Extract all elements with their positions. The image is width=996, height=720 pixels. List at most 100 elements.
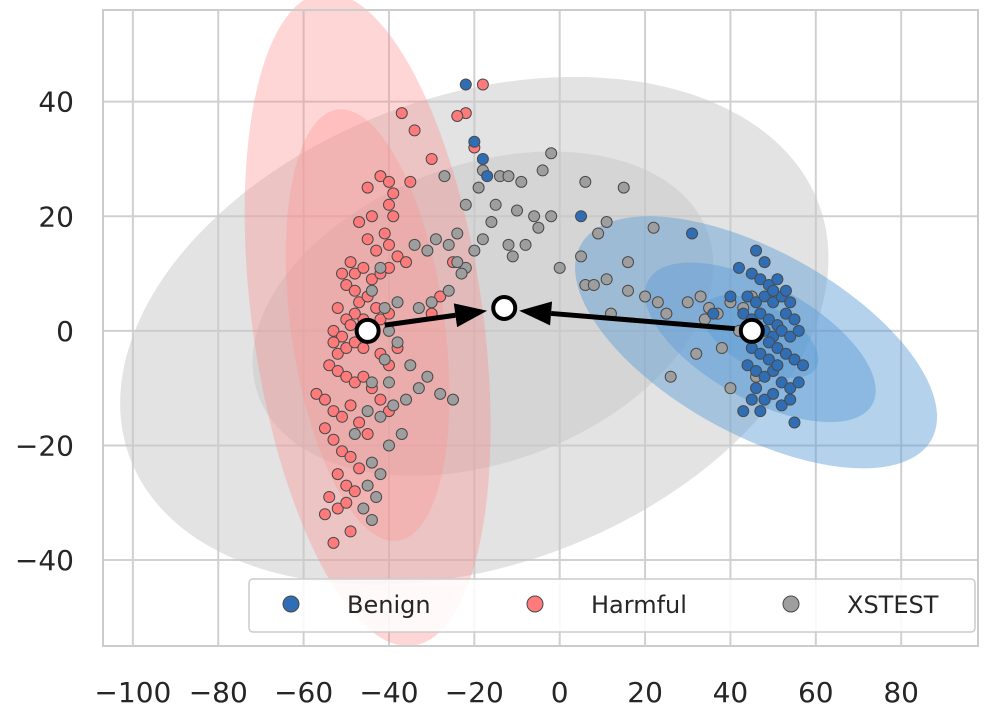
point-harmful [323,359,336,372]
point-harmful [357,261,370,274]
point-benign [750,382,763,395]
point-xstest [357,502,370,515]
point-harmful [344,256,357,269]
point-benign [762,336,775,349]
point-xstest [455,267,468,280]
point-xstest [434,387,447,400]
centroid-arrows [384,301,735,332]
scatter-points [310,78,809,549]
point-xstest [374,468,387,481]
point-harmful [331,301,344,314]
point-xstest [519,238,532,251]
point-xstest [408,238,421,251]
point-harmful [382,238,395,251]
point-harmful [374,313,387,326]
point-benign [724,290,737,303]
point-xstest [506,250,519,263]
point-xstest [622,284,634,297]
legend-marker-benign [282,595,300,613]
point-benign [788,353,801,366]
point-xstest [476,233,489,246]
point-xstest [502,170,515,183]
point-harmful [344,319,357,332]
point-benign [750,364,763,377]
point-xstest [724,382,737,395]
point-xstest [600,216,613,228]
point-xstest [451,227,464,240]
legend: Benign Harmful XSTEST [248,578,976,633]
point-harmful [327,336,340,349]
point-harmful [408,124,421,137]
point-benign [771,342,784,355]
point-benign [737,405,750,418]
point-xstest [532,221,545,234]
point-xstest [425,296,438,309]
legend-box [248,578,976,633]
point-harmful [374,170,387,183]
point-harmful [336,267,349,280]
legend-marker-xstest [782,595,800,613]
point-benign [750,296,763,309]
axis-ticks: −100 −80 −60 −40 −20 0 20 40 60 80 −40 −20 0 20 40 [15,86,919,709]
point-xstest [378,301,391,314]
point-harmful [361,233,374,246]
point-benign [775,376,788,389]
point-benign [758,393,771,406]
y-tick-label: 40 [38,86,74,119]
point-xstest [348,428,361,440]
legend-label-benign: Benign [347,591,431,619]
point-harmful [365,210,378,223]
point-harmful [318,393,331,406]
x-tick-label: 40 [713,676,749,709]
point-xstest [374,261,387,274]
point-harmful [348,307,361,320]
point-xstest [617,181,630,194]
point-harmful [348,336,361,349]
point-benign [779,307,792,320]
point-benign [758,256,771,269]
x-tick-label: 80 [883,676,919,709]
point-benign [784,393,797,406]
centroid-xstest-centroid [491,294,518,321]
point-harmful [336,330,349,343]
point-xstest [447,393,459,406]
point-xstest [690,347,703,360]
point-benign [481,170,494,183]
point-harmful [327,405,340,418]
arrow-head-harmful-to-xstest [453,303,488,328]
point-xstest [515,175,528,188]
point-xstest [575,250,588,263]
point-xstest [378,353,391,366]
centroid-benign-centroid [738,317,765,344]
point-xstest [395,428,408,440]
point-xstest [404,359,417,372]
point-xstest [485,216,498,228]
point-xstest [647,221,660,234]
point-harmful [361,181,374,194]
point-xstest [468,244,481,257]
centroid-harmful-centroid [354,317,381,344]
x-tick-label: −40 [359,676,418,709]
point-harmful [318,508,331,521]
point-xstest [400,393,413,406]
x-tick-label: −60 [274,676,333,709]
point-benign [775,324,788,337]
point-benign [732,261,745,274]
point-xstest [442,238,455,251]
point-benign [767,284,780,297]
y-tick-label: 20 [38,200,74,233]
point-xstest [694,290,707,303]
point-xstest [489,198,502,211]
point-harmful [327,433,340,446]
point-xstest [421,370,434,383]
point-harmful [318,422,331,435]
point-xstest [382,439,395,452]
arrow-shaft-harmful-to-xstest [384,312,456,328]
point-benign [784,330,797,343]
point-benign [468,135,481,148]
point-xstest [365,513,378,526]
point-xstest [387,399,400,412]
point-harmful [357,342,370,355]
point-xstest [528,210,541,223]
y-tick-label: 0 [56,315,74,348]
